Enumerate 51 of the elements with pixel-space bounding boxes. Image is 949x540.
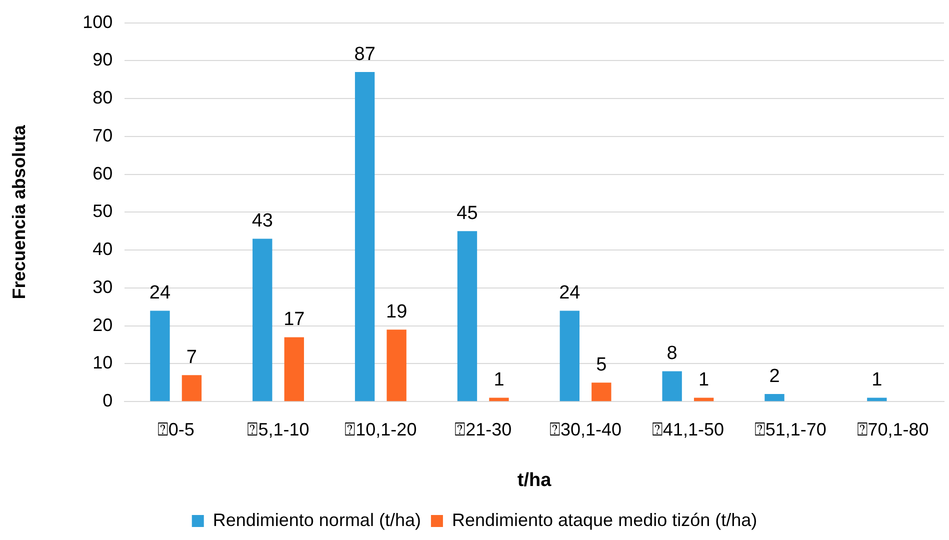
bar	[354, 72, 375, 402]
data-label: 5	[596, 354, 607, 376]
legend-label: Rendimiento ataque medio tizón (t/ha)	[452, 510, 758, 530]
data-label: 17	[284, 308, 305, 330]
data-label: 24	[559, 282, 581, 304]
x-tick-label: ⍰30,1-40	[549, 419, 622, 440]
y-tick-label: 60	[92, 163, 113, 184]
x-tick-label: ⍰51,1-70	[754, 419, 826, 440]
y-tick-label: 30	[92, 276, 113, 297]
x-axis-title: t/ha	[517, 470, 552, 491]
bar	[867, 398, 887, 402]
bar	[662, 371, 682, 402]
data-label: 1	[872, 370, 882, 391]
x-tick-label: ⍰5,1-10	[247, 419, 310, 440]
bar	[489, 398, 509, 402]
data-label: 1	[698, 370, 710, 391]
bar	[560, 310, 580, 402]
data-label: 45	[456, 202, 478, 224]
bar	[694, 398, 714, 402]
y-axis-title: Frecuencia absoluta	[8, 124, 29, 300]
x-tick-label: ⍰0-5	[157, 419, 194, 440]
y-tick-label: 100	[82, 12, 113, 32]
y-tick-label: 10	[92, 352, 113, 373]
bar	[150, 310, 170, 402]
data-label: 7	[186, 346, 198, 368]
bar	[457, 231, 478, 402]
data-label: 87	[354, 44, 376, 65]
bar	[592, 382, 612, 402]
y-tick-label: 0	[102, 390, 113, 411]
bar	[182, 375, 202, 402]
data-label: 1	[494, 370, 504, 391]
y-tick-label: 20	[92, 314, 113, 335]
x-tick-label: ⍰10,1-20	[344, 419, 417, 440]
bar	[764, 394, 784, 402]
data-label: 19	[386, 301, 408, 322]
data-label: 2	[769, 366, 780, 387]
x-tick-label: ⍰21-30	[454, 419, 512, 440]
y-tick-label: 70	[92, 125, 113, 146]
data-label: 43	[252, 210, 273, 232]
legend-label: Rendimiento normal (t/ha)	[212, 510, 421, 530]
y-tick-label: 40	[92, 239, 113, 260]
data-label: 24	[149, 282, 171, 304]
y-tick-label: 80	[92, 88, 113, 108]
x-tick-label: ⍰70,1-80	[856, 419, 929, 440]
x-tick-label: ⍰41,1-50	[652, 419, 724, 440]
bar	[386, 330, 406, 402]
data-label: 8	[666, 343, 678, 364]
bar	[252, 238, 272, 402]
y-tick-label: 50	[92, 201, 113, 222]
y-tick-label: 90	[92, 50, 113, 70]
bar	[284, 337, 304, 402]
